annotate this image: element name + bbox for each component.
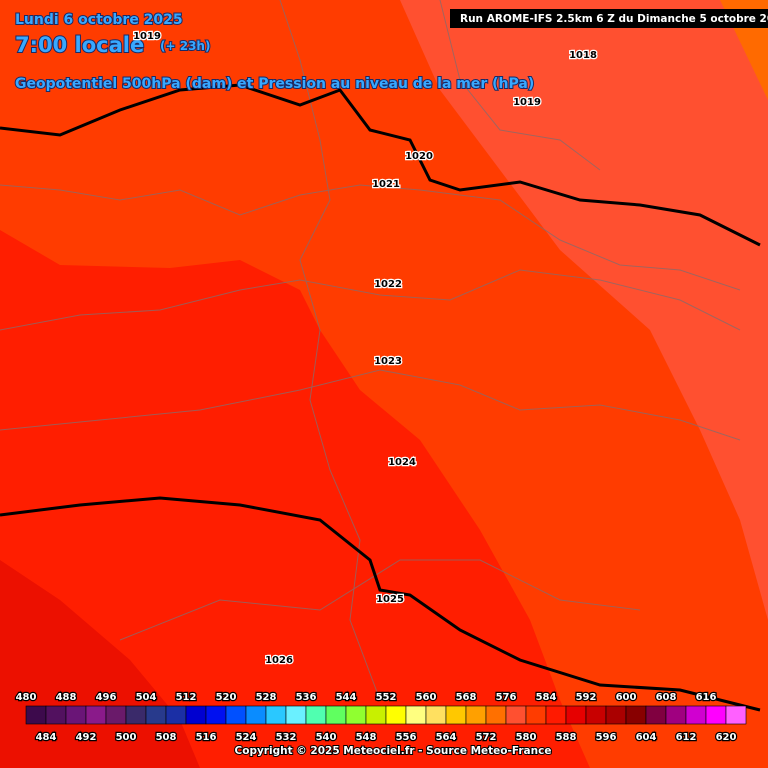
legend-label: 528	[256, 692, 277, 703]
legend-label: 504	[136, 692, 157, 703]
legend-swatch	[145, 705, 167, 725]
legend-swatch	[185, 705, 207, 725]
legend-label: 548	[356, 732, 377, 743]
legend-label: 536	[296, 692, 317, 703]
isobar-label: 1018	[569, 50, 597, 61]
legend-label: 552	[376, 692, 397, 703]
isobar-label: 1024	[388, 457, 416, 468]
legend-label: 508	[156, 732, 177, 743]
legend-swatch	[565, 705, 587, 725]
legend-swatch	[605, 705, 627, 725]
legend-label: 572	[476, 732, 497, 743]
legend-label: 496	[96, 692, 117, 703]
legend-swatch	[165, 705, 187, 725]
legend-swatch	[225, 705, 247, 725]
legend-label: 484	[36, 732, 57, 743]
isobar-label: 1026	[265, 655, 293, 666]
legend-label: 560	[416, 692, 437, 703]
legend-label: 620	[716, 732, 737, 743]
legend-swatch	[265, 705, 287, 725]
legend-label: 600	[616, 692, 637, 703]
run-info: Run AROME-IFS 2.5km 6 Z du Dimanche 5 oc…	[460, 13, 768, 25]
isobar-label: 1021	[372, 179, 400, 190]
date: Lundi 6 octobre 2025	[15, 12, 183, 28]
legend-swatch	[645, 705, 667, 725]
legend-swatch	[585, 705, 607, 725]
legend-label: 512	[176, 692, 197, 703]
isobar-labels: 1019 1018 1019 1020 1021 1022 1023 1024 1025 1026	[132, 30, 598, 668]
pressure-zone	[0, 230, 590, 768]
legend-label: 584	[536, 692, 557, 703]
legend-swatch	[425, 705, 447, 725]
legend-swatch	[405, 705, 427, 725]
isobar-label: 1022	[374, 279, 402, 290]
legend-label: 500	[116, 732, 137, 743]
legend-swatch	[285, 705, 307, 725]
legend-swatch	[665, 705, 687, 725]
isobar-label: 1019	[513, 97, 541, 108]
legend-swatch	[685, 705, 707, 725]
legend-label: 588	[556, 732, 577, 743]
legend-swatch	[85, 705, 107, 725]
lead-time: (+ 23h)	[160, 39, 210, 53]
legend: 480 484 488 492 496 500 504 508 512 516 520 524 528 5…	[14, 691, 747, 744]
legend-swatch	[385, 705, 407, 725]
legend-swatch	[465, 705, 487, 725]
isobar-label: 1019	[133, 31, 161, 42]
legend-swatch	[65, 705, 87, 725]
legend-label: 488	[56, 692, 77, 703]
legend-label: 592	[576, 692, 597, 703]
time: 7:00 locale	[15, 33, 144, 57]
legend-swatch	[365, 705, 387, 725]
legend-label: 604	[636, 732, 657, 743]
legend-label: 544	[336, 692, 357, 703]
legend-swatch	[245, 705, 267, 725]
legend-swatch	[705, 705, 727, 725]
legend-swatch	[525, 705, 547, 725]
legend-swatch	[125, 705, 147, 725]
coastline	[0, 83, 761, 712]
legend-label: 516	[196, 732, 217, 743]
legend-swatch	[625, 705, 647, 725]
borders	[0, 0, 741, 701]
legend-label: 520	[216, 692, 237, 703]
legend-swatch	[345, 705, 367, 725]
subtitle: Geopotentiel 500hPa (dam) et Pression au…	[15, 76, 534, 92]
legend-label: 608	[656, 692, 677, 703]
legend-swatch	[485, 705, 507, 725]
legend-label: 576	[496, 692, 517, 703]
legend-label: 612	[676, 732, 697, 743]
legend-label: 564	[436, 732, 457, 743]
isobar-label: 1025	[376, 594, 404, 605]
legend-swatch	[505, 705, 527, 725]
legend-label: 580	[516, 732, 537, 743]
legend-label: 524	[236, 732, 257, 743]
legend-label: 568	[456, 692, 477, 703]
legend-swatch	[105, 705, 127, 725]
legend-label: 556	[396, 732, 417, 743]
legend-swatch	[445, 705, 467, 725]
legend-swatch	[205, 705, 227, 725]
legend-swatch	[325, 705, 347, 725]
legend-label: 532	[276, 732, 297, 743]
legend-label: 596	[596, 732, 617, 743]
legend-swatch	[45, 705, 67, 725]
copyright: Copyright © 2025 Meteociel.fr - Source M…	[235, 745, 552, 757]
legend-label: 540	[316, 732, 337, 743]
legend-label: 616	[696, 692, 717, 703]
legend-swatch	[25, 705, 47, 725]
legend-swatch	[545, 705, 567, 725]
isobar-label: 1023	[374, 356, 402, 367]
legend-swatch	[305, 705, 327, 725]
legend-label: 492	[76, 732, 97, 743]
run-banner	[450, 9, 768, 28]
legend-label: 480	[16, 692, 37, 703]
pressure-zone	[400, 0, 768, 620]
isobar-label: 1020	[405, 151, 433, 162]
legend-swatch	[725, 705, 747, 725]
